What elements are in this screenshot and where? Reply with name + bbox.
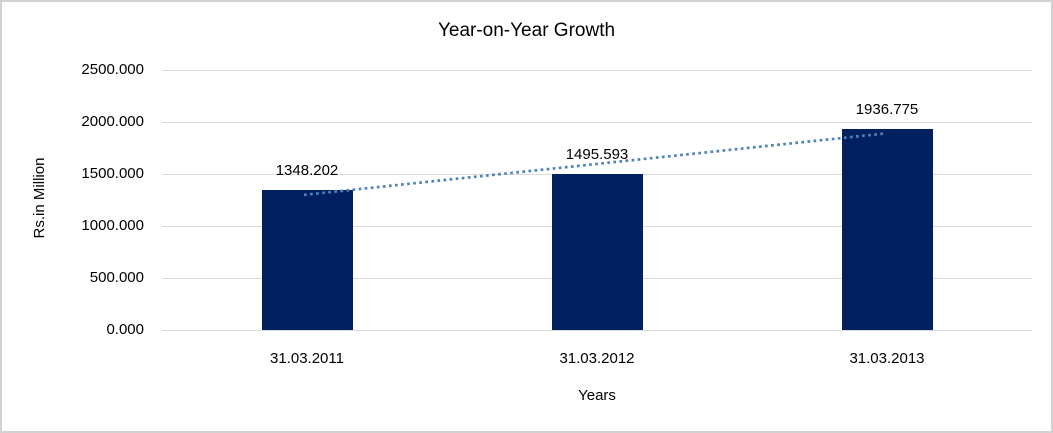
bar-31.03.2012 [551,174,643,330]
y-tick-label: 0.000 [106,321,144,338]
gridline [162,329,1032,331]
y-tick-label: 500.000 [89,269,144,286]
gridline [162,121,1032,123]
bar-data-label: 1936.775 [855,100,919,118]
y-axis-title: Rs.in Million [31,157,48,239]
y-tick-label: 2000.000 [81,113,144,130]
bar-data-label: 1495.593 [565,146,629,164]
y-tick-label: 1000.000 [81,217,144,234]
chart-title: Year-on-Year Growth [437,20,616,41]
x-category-label: 31.03.2011 [270,350,344,367]
bar-31.03.2013 [841,128,933,330]
bar-data-label: 1348.202 [275,161,339,179]
x-category-label: 31.03.2013 [849,350,925,367]
y-tick-label: 1500.000 [81,165,144,182]
bar-31.03.2011 [261,189,353,330]
x-category-label: 31.03.2012 [559,350,635,367]
gridline [162,69,1032,71]
y-tick-label: 2500.000 [81,61,144,78]
x-axis-title: Years [578,387,616,404]
